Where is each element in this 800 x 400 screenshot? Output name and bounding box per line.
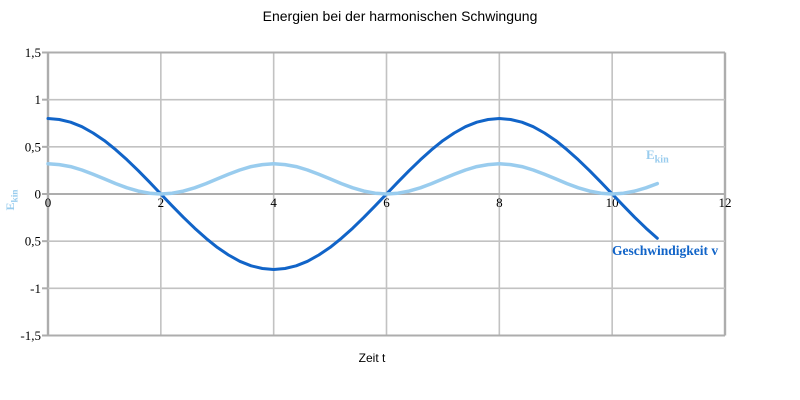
x-tick-label-12: 12	[719, 195, 732, 210]
y-tick-label-3: 0	[35, 187, 42, 202]
curve-layer	[46, 117, 660, 271]
tick-label-layer: 0 2 4 6 8 10 121,510,500,5-1-1,5	[20, 45, 731, 343]
y-axis-title-sub: kin	[10, 189, 21, 203]
y-tick-label-5: -1	[30, 281, 41, 296]
series-label-velocity: Geschwindigkeit v	[612, 243, 719, 258]
x-tick-label-2: 2	[158, 195, 165, 210]
y-axis-title: Ekin	[3, 178, 21, 222]
y-tick-label-1: 1	[35, 92, 42, 107]
y-tick-label-2: 0,5	[25, 139, 41, 154]
chart-title: Energien bei der harmonischen Schwingung	[262, 8, 538, 24]
y-tick-label-4: 0,5	[25, 234, 41, 249]
x-tick-label-0: 0	[45, 195, 52, 210]
y-tick-label-6: -1,5	[20, 328, 41, 343]
y-tick-label-0: 1,5	[25, 45, 41, 60]
x-axis-title: Zeit t	[358, 351, 386, 365]
x-tick-label-4: 4	[270, 195, 277, 210]
series-label-ekin: Ekin	[646, 147, 669, 166]
x-tick-label-8: 8	[496, 195, 503, 210]
series-label-ekin-main: E	[646, 147, 655, 162]
y-axis-title-main: E	[3, 202, 17, 211]
x-tick-label-6: 6	[383, 195, 390, 210]
kinetic-energy-curve	[46, 162, 660, 196]
series-label-ekin-sub: kin	[654, 154, 669, 166]
velocity-curve	[46, 117, 659, 271]
